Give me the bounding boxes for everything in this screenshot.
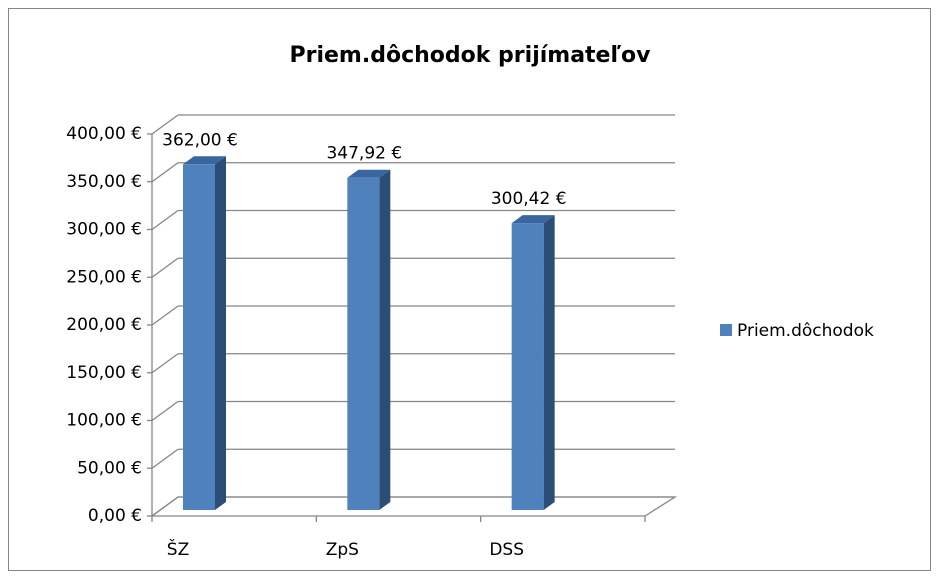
bar [511,223,544,510]
bar-side [215,156,226,511]
y-tick-label: 400,00 € [66,124,142,144]
legend-swatch [720,324,732,336]
grid-line [151,496,179,517]
y-tick-label: 0,00 € [88,506,142,526]
grid-line [151,353,179,374]
x-tick-label: ŠZ [167,538,189,560]
chart-border [8,8,931,571]
y-tick-label: 200,00 € [66,315,142,335]
bar [347,177,380,511]
bar-top [183,156,226,165]
y-tick-label: 50,00 € [77,458,142,478]
data-label: 347,92 € [326,144,402,164]
data-label: 362,00 € [162,130,238,150]
bar-side [379,169,391,511]
x-tick-label: DSS [489,540,524,560]
legend-label: Priem.dôchodok [737,321,874,341]
grid-line [151,448,179,469]
y-tick-label: 350,00 € [66,172,142,192]
x-tick-label: ZpS [326,540,359,560]
data-label: 300,42 € [491,189,567,209]
y-tick-label: 150,00 € [66,363,142,383]
grid-line [151,305,179,326]
bar-side [543,215,555,510]
grid-line [151,257,179,278]
y-tick-label: 300,00 € [66,220,142,240]
grid-line [151,162,179,183]
grid-line [151,114,179,135]
bar [183,164,215,511]
chart-title: Priem.dôchodok prijímateľov [290,43,652,68]
grid-line [151,400,179,422]
bar-top [511,215,555,224]
y-tick-label: 100,00 € [66,411,142,431]
y-tick-label: 250,00 € [66,267,142,287]
bar-top [347,169,391,178]
grid-line [151,209,179,231]
